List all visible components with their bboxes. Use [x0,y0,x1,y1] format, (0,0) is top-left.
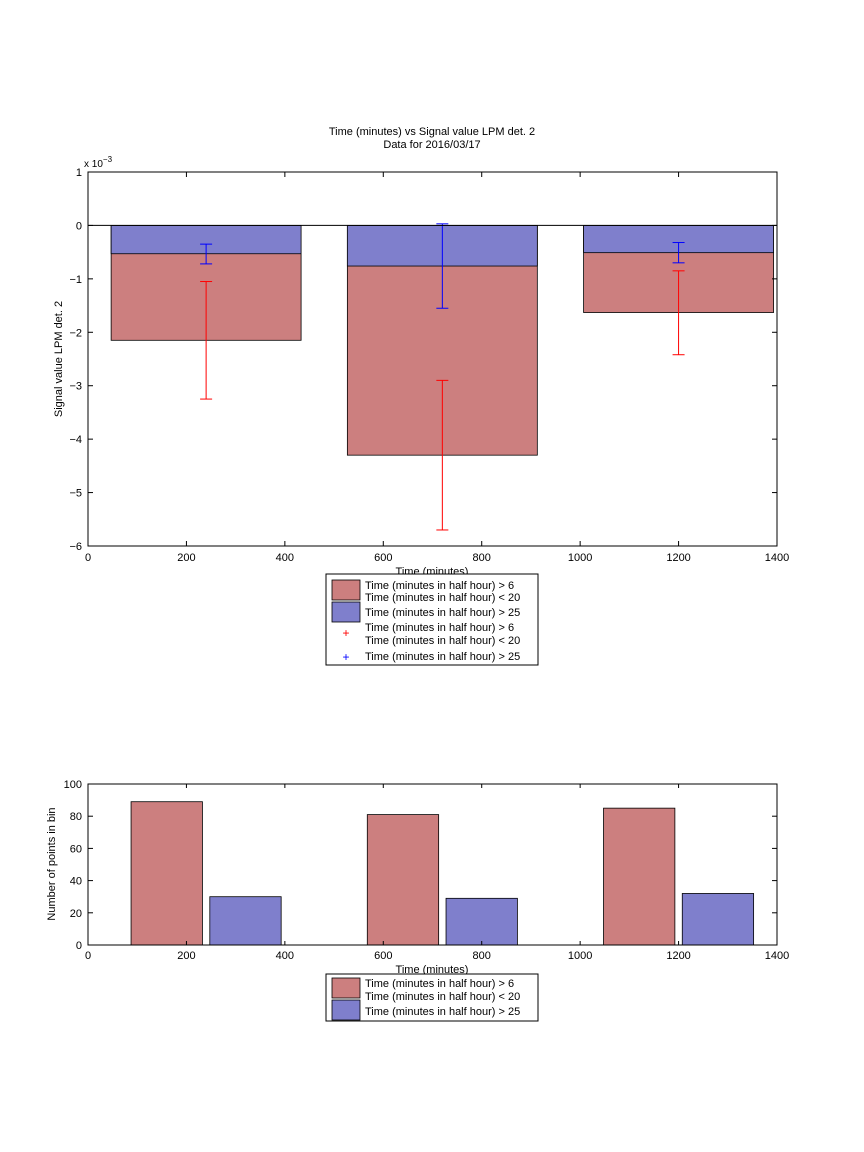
x-tick-label: 1400 [765,552,789,564]
y-tick-label: 60 [70,843,82,855]
y-exponent-base: x 10 [84,159,103,170]
x-tick-label: 200 [177,950,195,962]
x-axis-label: Time (minutes) [396,964,469,976]
x-tick-label: 400 [276,552,294,564]
y-tick-label: 20 [70,908,82,920]
y-tick-label: −6 [69,541,82,553]
count-bar-s2-3 [681,893,755,946]
chart-title: Time (minutes) vs Signal value LPM det. … [329,126,535,138]
legend-entry-1-line1: Time (minutes in half hour) > 6 [365,978,514,990]
x-tick-label: 1200 [666,950,690,962]
errorbar-s1-3 [672,270,685,356]
plot-frame [87,171,778,547]
legend-entry-2-line1: Time (minutes in half hour) > 25 [365,1006,520,1018]
legend-marker-red: + [342,626,349,640]
y-axis-label: Number of points in bin [46,807,58,920]
errorbar-s2-3 [672,242,685,264]
x-tick-label: 1000 [568,950,592,962]
y-tick-label: 1 [76,167,82,179]
count-chart: 0 200 400 600 800 1000 1200 1400 0 20 40 60 80 100 T… [46,779,789,1022]
x-tick-label: 1200 [666,552,690,564]
count-bar-s2-1 [209,896,282,946]
plot-frame [87,783,778,946]
y-tick-label: 100 [64,779,82,791]
x-axis-ticks: 0 200 400 600 800 1000 1200 1400 [85,172,789,564]
y-exponent-power: −3 [103,155,113,164]
chart-subtitle: Data for 2016/03/17 [383,139,480,151]
x-tick-label: 200 [177,552,195,564]
legend-swatch-red [331,579,361,601]
y-exponent-label: x 10−3 [84,155,113,170]
legend: Time (minutes in half hour) > 6 Time (mi… [325,973,539,1022]
errorbar-s1-1 [200,281,213,400]
y-axis-ticks: 1 0 −1 −2 −3 −4 −5 −6 [69,167,777,553]
legend-entry-2-line1: Time (minutes in half hour) > 25 [365,607,520,619]
x-tick-label: 600 [374,552,392,564]
legend-entry-1-line1: Time (minutes in half hour) > 6 [365,580,514,592]
x-tick-label: 1000 [568,552,592,564]
y-tick-label: −2 [69,327,82,339]
count-bars [130,801,755,946]
y-tick-label: 80 [70,811,82,823]
x-tick-label: 600 [374,950,392,962]
legend-swatch-blue [331,601,361,623]
y-axis-ticks: 0 20 40 60 80 100 [64,779,777,952]
x-tick-label: 800 [473,950,491,962]
x-tick-label: 1400 [765,950,789,962]
legend-entry-3-line2: Time (minutes in half hour) < 20 [365,635,520,647]
legend-entry-1-line2: Time (minutes in half hour) < 20 [365,991,520,1003]
legend-box [325,573,539,666]
count-bar-s2-2 [445,897,518,946]
count-bar-s1-2 [366,814,440,946]
count-bar-s1-3 [603,807,676,946]
legend-entry-4-line1: Time (minutes in half hour) > 25 [365,651,520,663]
x-tick-label: 800 [473,552,491,564]
legend-marker-blue: + [342,650,349,664]
y-tick-label: 0 [76,220,82,232]
y-tick-label: −5 [69,488,82,500]
x-tick-label: 400 [276,950,294,962]
legend-entry-3-line1: Time (minutes in half hour) > 6 [365,622,514,634]
legend-box [325,973,539,1022]
x-tick-label: 0 [85,552,91,564]
y-tick-label: −3 [69,381,82,393]
y-tick-label: −4 [69,434,82,446]
y-tick-label: 0 [76,940,82,952]
y-tick-label: −1 [69,274,82,286]
y-tick-label: 40 [70,876,82,888]
x-axis-ticks: 0 200 400 600 800 1000 1200 1400 [85,784,789,962]
signal-errorbars [200,223,685,531]
x-tick-label: 0 [85,950,91,962]
errorbar-s2-1 [200,243,213,265]
legend: + + Time (minutes in half hour) > 6 Time… [325,573,539,666]
legend-entry-1-line2: Time (minutes in half hour) < 20 [365,592,520,604]
legend-swatch-blue [331,999,361,1021]
count-bar-s1-1 [130,801,203,946]
y-axis-label: Signal value LPM det. 2 [53,301,65,417]
legend-swatch-red [331,977,361,999]
errorbar-s1-2 [436,379,449,531]
signal-chart: Time (minutes) vs Signal value LPM det. … [53,126,789,666]
errorbar-s2-2 [436,223,449,309]
